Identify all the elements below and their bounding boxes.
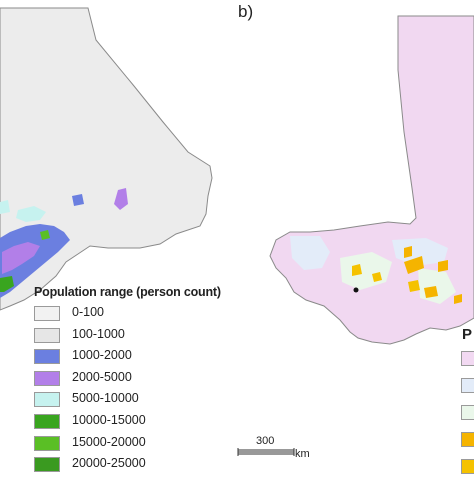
legend-item: 10000-15000: [34, 413, 244, 435]
legend-swatch: [34, 370, 60, 386]
scale-unit: km: [295, 448, 310, 460]
legend-a: Population range (person count) 0-100 10…: [34, 285, 244, 478]
panel-a-map: [0, 7, 213, 311]
panel-b-capital-dot: [353, 287, 359, 293]
legend-item: 0-100: [34, 305, 244, 327]
legend-b: [461, 351, 474, 486]
panel-a-patch-small: [0, 200, 10, 214]
legend-list: 0-100 100-1000 1000-2000 2000-5000 5000-…: [34, 305, 244, 478]
legend-b-swatch: [461, 405, 474, 420]
scale-value: 300: [256, 435, 275, 447]
legend-label: 0-100: [72, 305, 104, 319]
legend-label: 20000-25000: [72, 456, 146, 471]
panel-b-patch-orange-4: [352, 264, 362, 276]
panel-b-patch-orange-2: [404, 256, 424, 274]
map-figure: [0, 7, 474, 456]
legend-swatch: [34, 392, 60, 408]
legend-swatch: [34, 327, 60, 343]
scale-bar: [237, 448, 295, 456]
panel-b-patch-orange-6: [408, 280, 420, 292]
legend-title: Population range (person count): [34, 285, 221, 299]
panel-a-patch-blue: [0, 224, 70, 298]
legend-swatch: [34, 349, 60, 365]
legend-item: 15000-20000: [34, 435, 244, 457]
legend-b-swatch: [461, 432, 474, 447]
legend-label: 1000-2000: [72, 348, 132, 363]
panel-b-patch-lightblue: [290, 236, 330, 270]
panel-b-patch-orange-3: [438, 260, 448, 272]
legend-item: 5000-10000: [34, 391, 244, 413]
legend-label: 2000-5000: [72, 369, 132, 384]
legend-label: 100-1000: [72, 326, 125, 341]
legend-label: 5000-10000: [72, 391, 139, 406]
panel-a-patch-cyan: [16, 206, 46, 222]
legend-b-swatch: [461, 351, 474, 366]
legend-item: 20000-25000: [34, 456, 244, 478]
panel-label-b: b): [238, 2, 254, 21]
legend-swatch: [34, 413, 60, 429]
legend-label: 10000-15000: [72, 412, 146, 427]
panel-b-patch-orange-5: [372, 272, 382, 282]
panel-b-patch-lightblue-2: [392, 238, 448, 266]
panel-b-patch-orange-7: [424, 286, 438, 298]
panel-b-map: [269, 15, 474, 345]
panel-a-patch-north: [114, 188, 128, 210]
legend-item: 2000-5000: [34, 370, 244, 392]
legend-item: 1000-2000: [34, 348, 244, 370]
panel-a-patch-green: [0, 276, 14, 292]
panel-b-patch-orange-1: [404, 246, 412, 258]
legend-b-swatch: [461, 378, 474, 393]
legend-b-swatch: [461, 459, 474, 474]
legend-label: 15000-20000: [72, 434, 146, 449]
legend-swatch: [34, 306, 60, 321]
legend-b-title: P: [462, 326, 473, 343]
panel-a-patch-purple: [2, 242, 40, 274]
panel-b-patch-orange-8: [454, 294, 462, 304]
legend-swatch: [34, 435, 60, 451]
legend-swatch: [34, 457, 60, 473]
panel-a-patch-east: [72, 194, 84, 206]
legend-item: 100-1000: [34, 327, 244, 349]
panel-a-patch-green-2: [40, 230, 50, 240]
